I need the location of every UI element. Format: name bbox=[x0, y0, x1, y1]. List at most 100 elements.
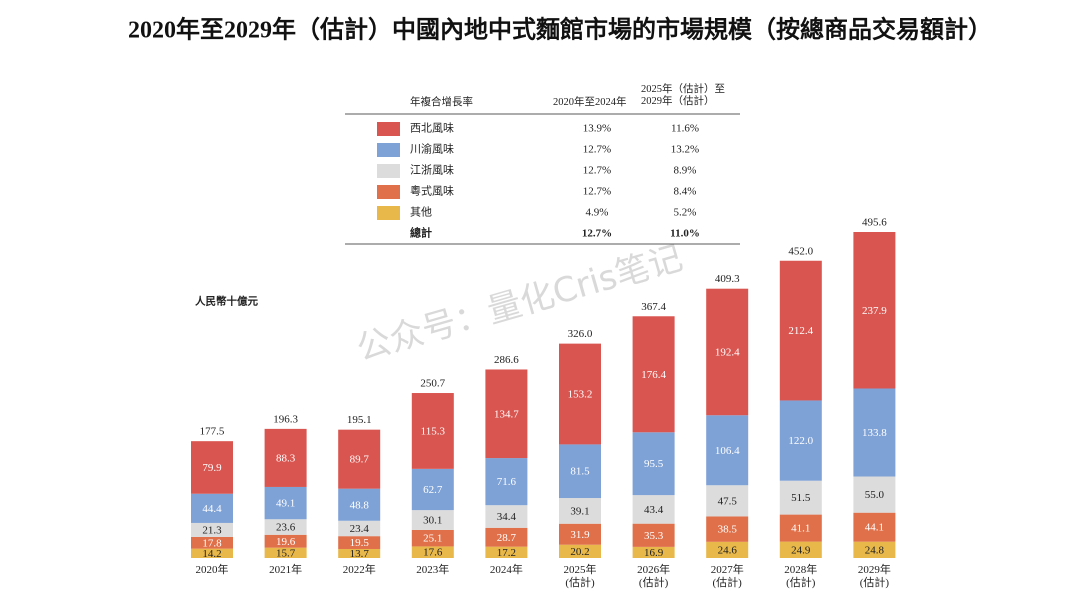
bar-segment bbox=[411, 510, 454, 530]
bar-segment bbox=[632, 432, 675, 496]
x-tick-label: 2022年 bbox=[342, 564, 376, 576]
bar-segment bbox=[853, 388, 896, 477]
value-label: 34.4 bbox=[497, 511, 517, 523]
total-label: 195.1 bbox=[347, 414, 372, 426]
value-label: 153.2 bbox=[568, 389, 593, 401]
bar-segment bbox=[338, 536, 381, 549]
bar-segment bbox=[191, 548, 233, 558]
x-tick-label: 2029年 (估計) bbox=[857, 564, 891, 589]
value-label: 41.1 bbox=[791, 523, 810, 535]
total-label: 196.3 bbox=[273, 413, 298, 425]
value-label: 48.8 bbox=[350, 499, 370, 511]
table-cell: 12.7% bbox=[583, 144, 611, 156]
value-label: 16.9 bbox=[644, 547, 664, 559]
table-cell: 12.7% bbox=[583, 165, 611, 177]
value-label: 25.1 bbox=[423, 533, 442, 545]
value-label: 115.3 bbox=[421, 425, 446, 437]
value-label: 19.6 bbox=[276, 536, 296, 548]
value-label: 89.7 bbox=[350, 454, 370, 466]
bar-segment bbox=[411, 546, 454, 558]
legend-label: 川渝風味 bbox=[410, 142, 454, 156]
total-label: 367.4 bbox=[641, 301, 666, 313]
value-label: 38.5 bbox=[718, 524, 738, 536]
value-label: 134.7 bbox=[494, 408, 519, 420]
bar-segment bbox=[706, 541, 749, 558]
value-label: 14.2 bbox=[202, 548, 221, 560]
value-label: 19.5 bbox=[350, 537, 370, 549]
value-label: 17.2 bbox=[497, 547, 516, 559]
bar-segment bbox=[338, 520, 381, 537]
table-header: 年複合增長率 bbox=[410, 97, 473, 108]
bar-segment bbox=[264, 547, 307, 558]
value-label: 21.3 bbox=[202, 524, 222, 536]
legend-swatch bbox=[377, 164, 400, 178]
value-label: 44.4 bbox=[202, 503, 222, 515]
value-label: 15.7 bbox=[276, 547, 296, 559]
bar-segment bbox=[485, 458, 528, 506]
bar-segment bbox=[559, 444, 601, 499]
bar-segment bbox=[853, 476, 896, 513]
value-label: 24.9 bbox=[791, 544, 811, 556]
x-tick-label: 2028年 (估計) bbox=[784, 564, 818, 589]
bar-segment bbox=[559, 498, 601, 524]
table-cell: 4.9% bbox=[586, 207, 609, 219]
legend-label: 粵式風味 bbox=[410, 184, 454, 198]
bar-segment bbox=[706, 288, 749, 416]
bar-segment bbox=[779, 541, 822, 558]
value-label: 88.3 bbox=[276, 452, 296, 464]
bar-segment bbox=[853, 541, 896, 558]
bar-segment bbox=[706, 415, 749, 486]
bar-segment bbox=[191, 493, 233, 523]
x-tick-label: 2020年 bbox=[195, 564, 229, 576]
unit-label: 人民幣十億元 bbox=[195, 294, 258, 307]
value-label: 133.8 bbox=[862, 427, 887, 439]
bar-segment bbox=[853, 512, 896, 542]
value-label: 43.4 bbox=[644, 504, 664, 516]
value-label: 23.4 bbox=[350, 523, 370, 535]
total-label: 177.5 bbox=[200, 426, 225, 438]
value-label: 122.0 bbox=[788, 435, 813, 447]
value-label: 95.5 bbox=[644, 458, 664, 470]
bar-segment bbox=[411, 529, 454, 547]
value-label: 71.6 bbox=[497, 476, 517, 488]
bar-segment bbox=[264, 428, 307, 487]
bar-segment bbox=[632, 495, 675, 524]
bar-segment bbox=[264, 534, 307, 548]
bar-segment bbox=[485, 546, 528, 558]
bar-segment bbox=[779, 260, 822, 401]
value-label: 24.8 bbox=[865, 544, 885, 556]
bar-segment bbox=[706, 516, 749, 542]
legend-label: 西北風味 bbox=[410, 122, 454, 135]
bar-segment bbox=[338, 429, 381, 489]
bar-segment bbox=[559, 343, 601, 445]
value-label: 39.1 bbox=[570, 505, 589, 517]
value-label: 30.1 bbox=[423, 515, 442, 527]
bar-segment bbox=[632, 523, 675, 547]
table-cell: 12.7% bbox=[583, 186, 611, 198]
value-label: 24.6 bbox=[718, 544, 738, 556]
legend-label: 江浙風味 bbox=[410, 164, 454, 177]
table-header: 2025年（估計）至 2029年（估計） bbox=[641, 84, 725, 107]
x-tick-label: 2023年 bbox=[416, 564, 450, 576]
bar-segment bbox=[191, 441, 233, 494]
value-label: 13.7 bbox=[350, 548, 370, 560]
legend-label: 其他 bbox=[410, 206, 432, 219]
bar-segment bbox=[853, 232, 896, 389]
legend-swatch bbox=[377, 206, 400, 220]
legend-swatch bbox=[377, 185, 400, 199]
table-cell: 8.9% bbox=[674, 165, 697, 177]
value-label: 176.4 bbox=[641, 369, 666, 381]
value-label: 49.1 bbox=[276, 498, 295, 510]
x-tick-label: 2024年 bbox=[489, 564, 523, 576]
bar-segment bbox=[632, 316, 675, 433]
total-label: 452.0 bbox=[788, 245, 813, 257]
total-label: 326.0 bbox=[568, 328, 593, 340]
bar-segment bbox=[485, 527, 528, 547]
value-label: 79.9 bbox=[202, 462, 222, 474]
bar-segment bbox=[632, 546, 675, 558]
bar-segment bbox=[191, 536, 233, 549]
table-total: 總計 bbox=[410, 226, 432, 240]
bar-segment bbox=[264, 486, 307, 520]
bar-segment bbox=[191, 522, 233, 537]
